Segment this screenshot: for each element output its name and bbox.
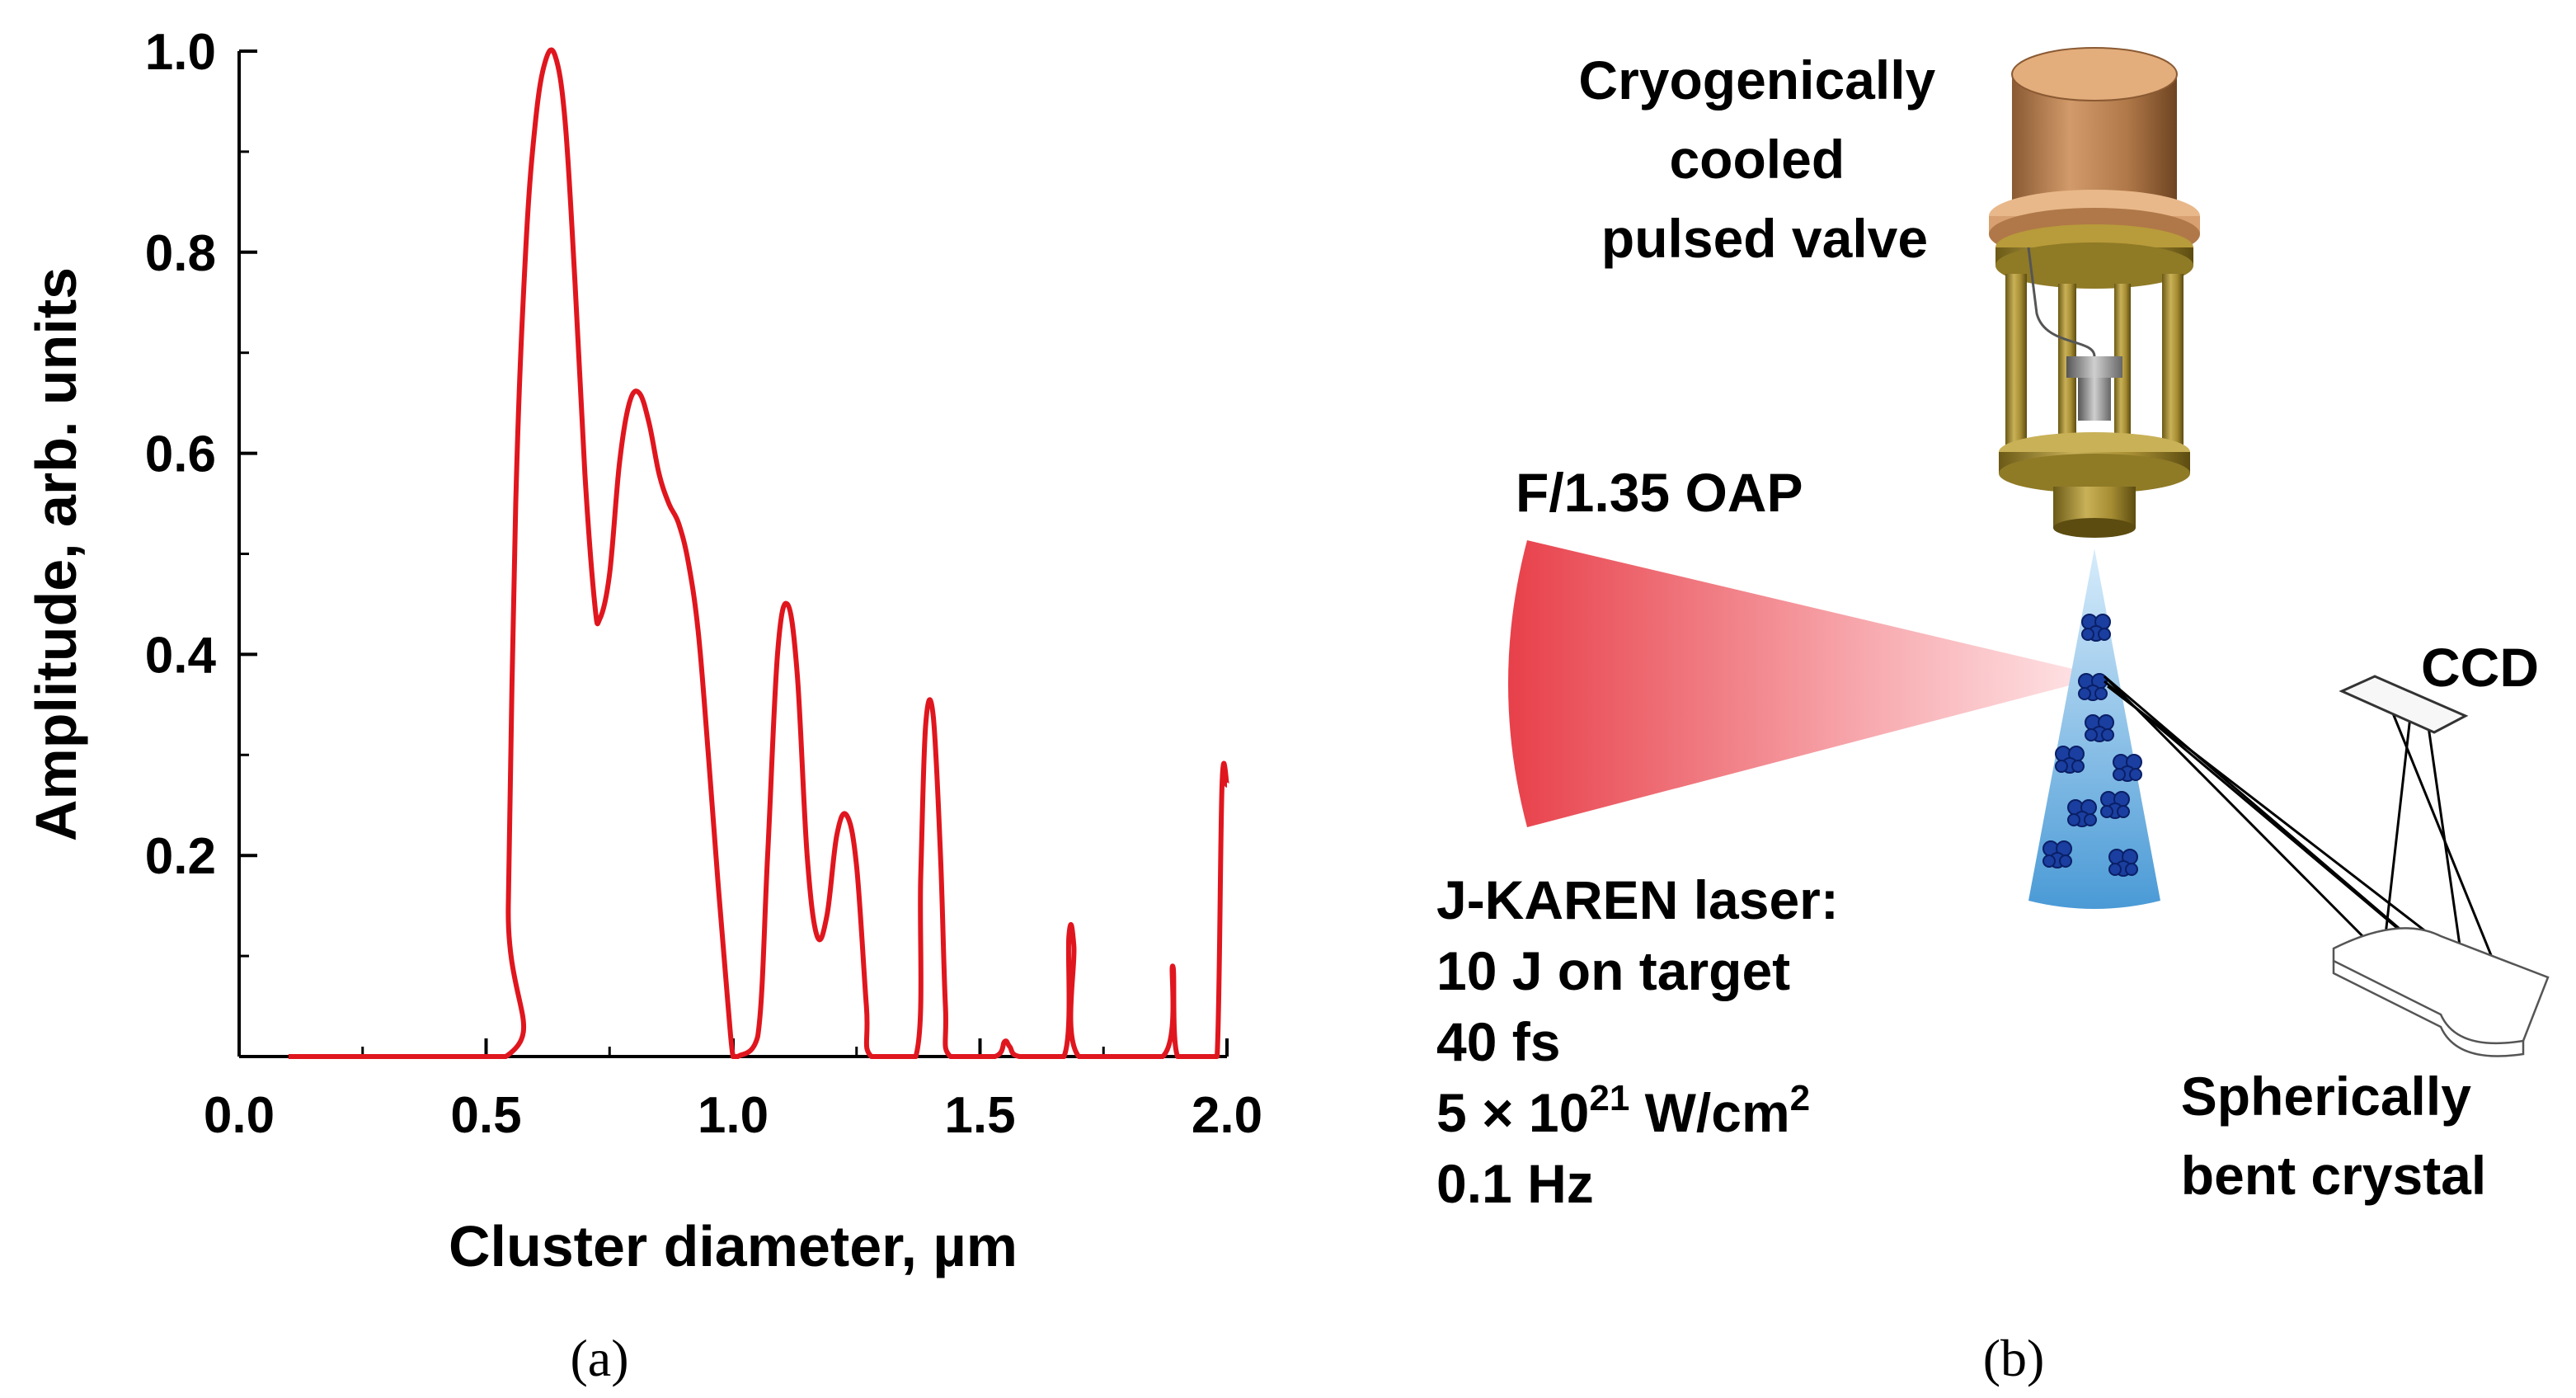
- x-axis-label: Cluster diameter, µm: [449, 1214, 1018, 1278]
- valve-label: Cryogenically cooled pulsed valve: [1578, 49, 1950, 269]
- x-tick-label: 0.0: [204, 1087, 275, 1144]
- crystal-label: Spherically bent crystal: [2181, 1066, 2487, 1206]
- laser-params: J-KAREN laser: 10 J on target 40 fs: [1436, 869, 1854, 1072]
- x-tick-label: 1.0: [698, 1087, 769, 1144]
- panel-a-label: (a): [570, 1329, 628, 1387]
- y-tick-label: 0.2: [145, 828, 216, 885]
- y-axis-label: Amplitude, arb. units: [24, 267, 88, 841]
- x-tick-label: 1.5: [944, 1087, 1015, 1144]
- laser-intensity: 5 × 1021 W/cm2: [1436, 1078, 1810, 1143]
- laser-rate: 0.1 Hz: [1436, 1153, 1594, 1214]
- x-tick-label: 0.5: [450, 1087, 521, 1144]
- experimental-setup-diagram: Cryogenically cooled pulsed valve F/1.35…: [1436, 47, 2550, 1214]
- cluster-icons: [2042, 614, 2142, 877]
- x-tick-label: 2.0: [1192, 1087, 1262, 1144]
- y-tick-label: 0.6: [145, 426, 216, 483]
- panel-b-label: (b): [1983, 1329, 2045, 1387]
- cluster-size-chart: 0.2 0.4 0.6 0.8 1.0 0.0 0.5 1.0 1.5 2.0 Cluster …: [24, 24, 1262, 1278]
- ccd-detector: [2339, 675, 2469, 734]
- y-tick-label: 0.8: [145, 225, 216, 282]
- y-tick-label: 0.4: [145, 627, 217, 684]
- y-tick-label: 1.0: [145, 24, 216, 81]
- laser-beam: [1508, 540, 2104, 827]
- ccd-label: CCD: [2421, 637, 2539, 698]
- oap-label: F/1.35 OAP: [1516, 462, 1803, 523]
- series-line: [288, 47, 1229, 1060]
- pulsed-valve: [1989, 47, 2200, 538]
